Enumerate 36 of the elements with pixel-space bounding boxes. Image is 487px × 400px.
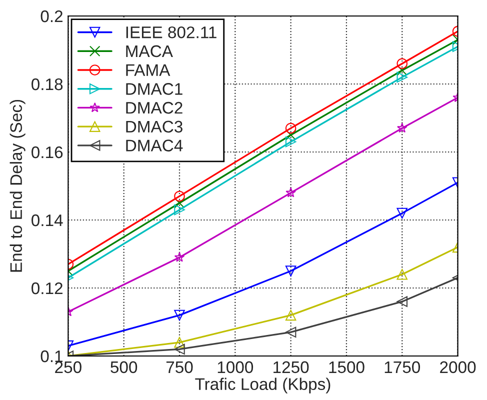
point <box>285 326 296 338</box>
legend-label: FAMA <box>126 64 170 76</box>
x-tick-label: 1000 <box>218 361 254 374</box>
x-tick-label: 1500 <box>329 361 364 374</box>
legend-label: IEEE 802.11 <box>126 26 216 38</box>
legend-label: MACA <box>126 45 173 58</box>
legend-label: DMAC2 <box>126 102 182 114</box>
y-tick-label: 0.16 <box>32 146 63 158</box>
x-tick-label: 2000 <box>440 361 476 374</box>
point <box>174 252 185 262</box>
y-tick-label: 0.14 <box>32 214 63 226</box>
point <box>174 204 185 216</box>
y-tick-label: 0.18 <box>32 78 63 90</box>
x-tick-label: 750 <box>166 361 193 374</box>
point <box>174 344 185 355</box>
legend-label: DMAC4 <box>126 140 183 152</box>
y-tick-label: 0.1 <box>40 350 63 362</box>
legend-label: DMAC3 <box>126 120 182 133</box>
y-axis-title: End to End Delay (Sec) <box>10 100 26 272</box>
x-tick-label: 1750 <box>384 361 420 374</box>
point <box>174 337 185 348</box>
point <box>174 190 185 202</box>
point <box>285 310 296 321</box>
point <box>285 130 296 140</box>
point <box>285 136 296 148</box>
legend-label: DMAC1 <box>126 83 182 95</box>
x-tick-label: 1250 <box>274 361 309 374</box>
point <box>174 310 185 321</box>
y-tick-label: 0.2 <box>40 10 62 22</box>
x-tick-label: 500 <box>110 361 138 374</box>
y-tick-label: 0.12 <box>32 282 62 294</box>
x-tick-label: 250 <box>55 361 82 374</box>
point <box>286 187 296 198</box>
x-axis-title: Trafic Load (Kbps) <box>195 378 330 394</box>
point <box>285 266 296 276</box>
point <box>285 122 296 134</box>
